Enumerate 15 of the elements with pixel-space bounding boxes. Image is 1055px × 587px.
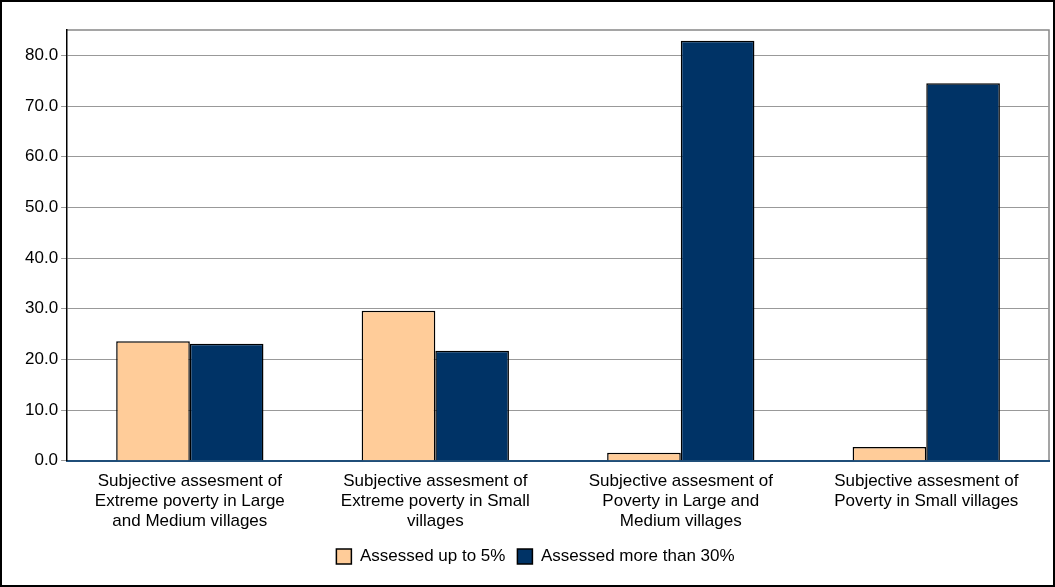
y-tick-label: 70.0 <box>24 95 59 115</box>
y-tick-label: 40.0 <box>24 247 59 267</box>
y-tick-label: 80.0 <box>24 45 59 65</box>
x-tick-label: Subjective assesment of Extreme poverty in Large and Medium villages <box>94 470 285 531</box>
y-tick-label: 0.0 <box>34 450 59 470</box>
y-tick-label: 50.0 <box>24 197 59 217</box>
y-tick-label: 60.0 <box>24 146 59 166</box>
y-tick-label: 30.0 <box>24 298 59 318</box>
x-tick-label: Subjective assesment of Extreme poverty in Small villages <box>340 470 530 531</box>
y-tick-label: 20.0 <box>24 349 59 369</box>
x-tick-label: Subjective assesment of Poverty in Large and Medium villages <box>588 470 774 531</box>
y-tick-label: 10.0 <box>24 399 59 419</box>
legend-label: Assessed more than 30% <box>540 546 735 566</box>
x-tick-label: Subjective assesment of Poverty in Small villages <box>834 470 1019 511</box>
legend-label: Assessed up to 5% <box>359 546 506 566</box>
